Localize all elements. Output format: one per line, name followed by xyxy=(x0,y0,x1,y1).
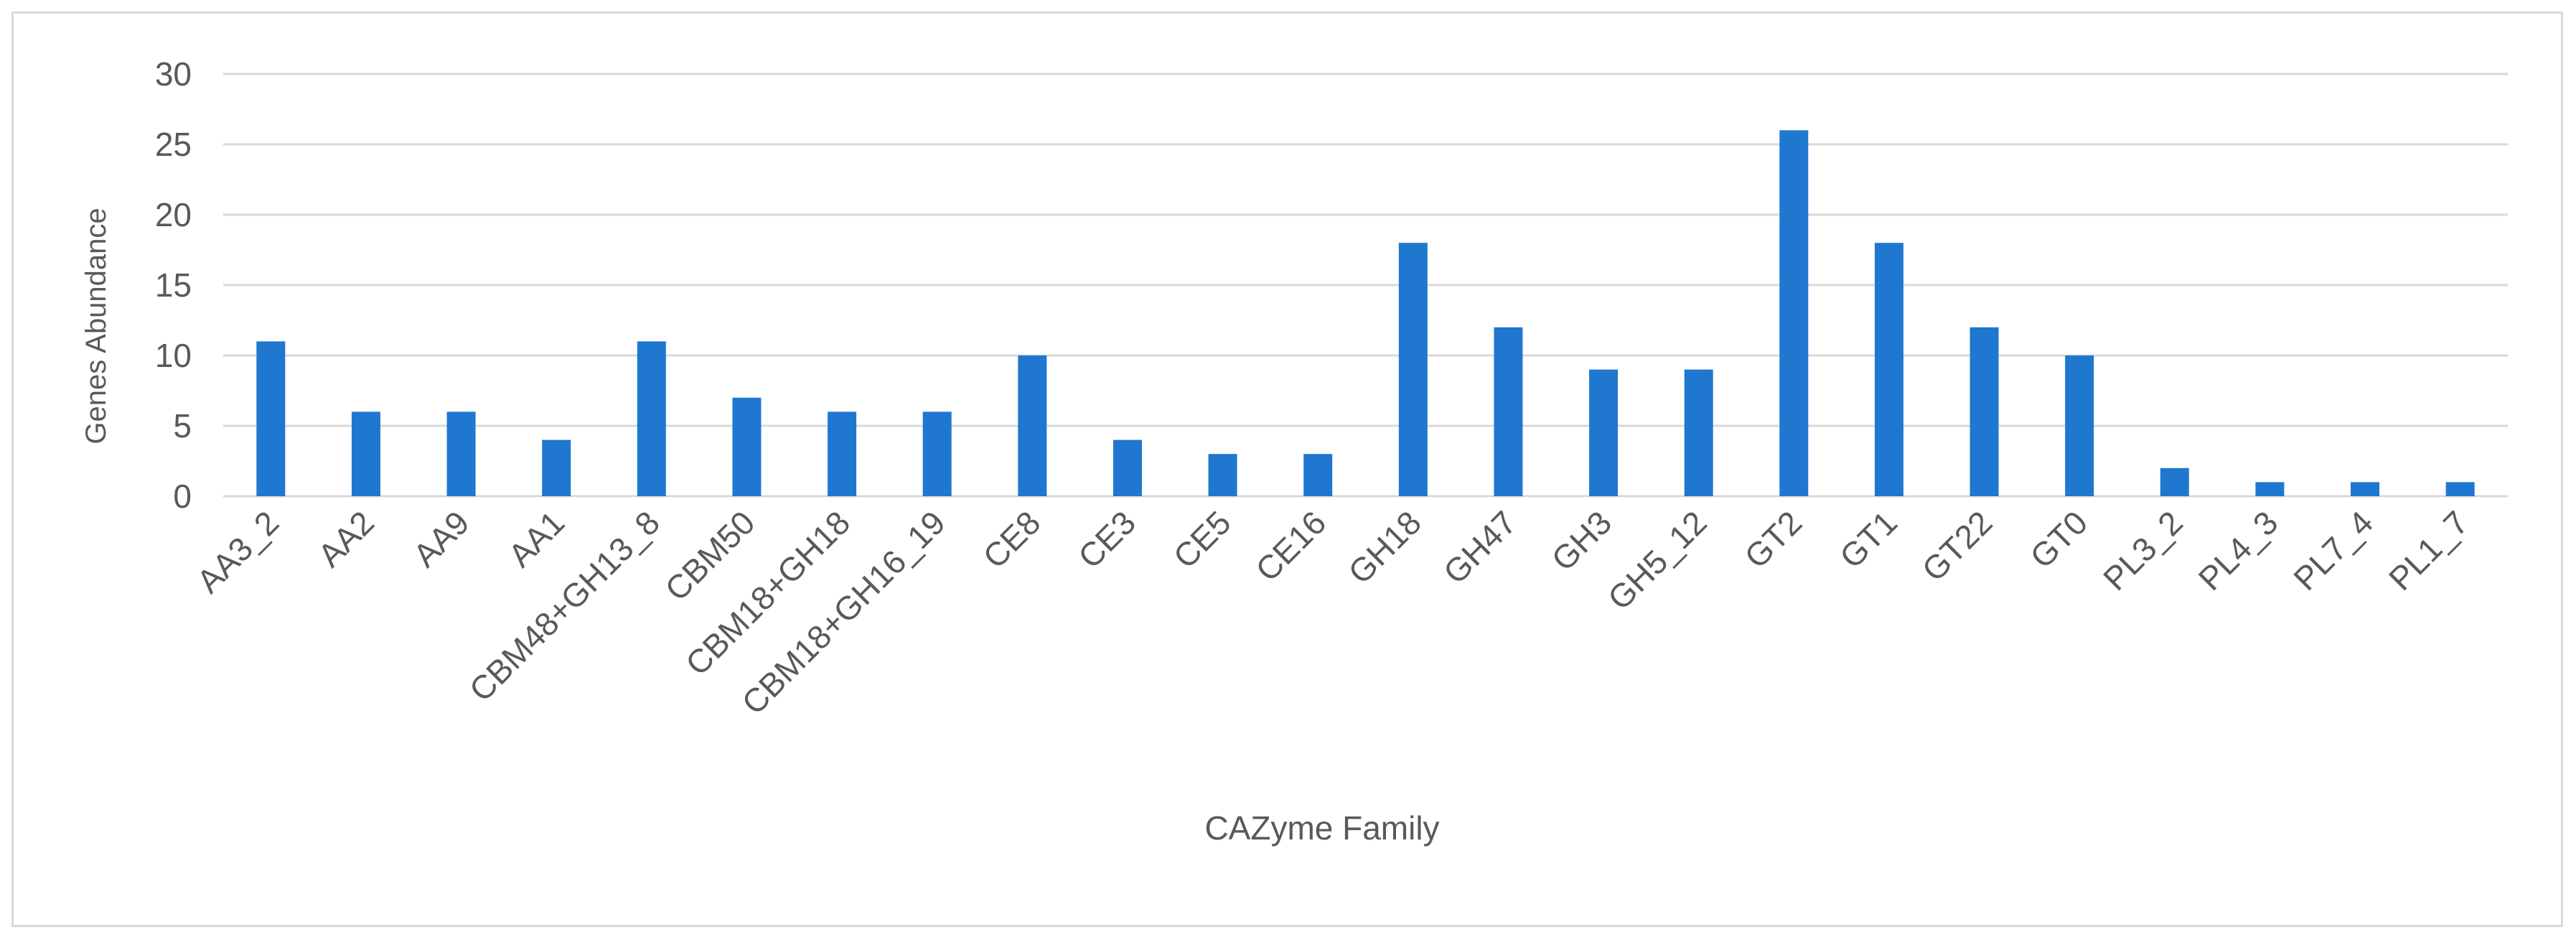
x-axis-title: CAZyme Family xyxy=(1204,809,1439,847)
y-tick-label: 5 xyxy=(173,407,192,445)
bar-gt0 xyxy=(2065,355,2094,496)
category-label: GH47 xyxy=(1436,503,1524,591)
category-label: GH5_12 xyxy=(1601,503,1714,617)
bar-gt2 xyxy=(1779,130,1809,496)
bars xyxy=(256,130,2475,496)
bar-pl7-4 xyxy=(2351,482,2380,496)
bar-ce5 xyxy=(1208,454,1237,496)
category-label: PL1_7 xyxy=(2381,503,2476,597)
category-label: CBM18+GH18 xyxy=(678,503,857,682)
category-label: GT1 xyxy=(1832,503,1904,575)
category-label: CE3 xyxy=(1071,503,1143,575)
bar-cbm48-gh13-8 xyxy=(637,341,666,496)
bar-gt22 xyxy=(1970,327,1999,496)
category-labels: AA3_2 AA2 AA9 AA1CBM48+GH13_8CBM50CBM18+GH1… xyxy=(189,503,2476,721)
bar-ce8 xyxy=(1018,355,1047,496)
bar-pl1-7 xyxy=(2445,482,2475,496)
bar-pl3-2 xyxy=(2160,467,2189,496)
bar-gh5-12 xyxy=(1684,369,1713,496)
bar-aa9 xyxy=(446,411,476,496)
bar-cbm18-gh18 xyxy=(828,411,857,496)
category-label: AA2 xyxy=(311,503,381,574)
category-label: PL7_4 xyxy=(2286,503,2380,597)
chart-frame: 0 5 10 15 20 25 30 AA3_2 AA2 AA9 AA1 CBM48+GH13_8 C… xyxy=(11,11,2563,927)
y-tick-labels: 0 5 10 15 20 25 30 xyxy=(155,55,192,515)
bar-ce3 xyxy=(1113,439,1142,496)
gridlines xyxy=(223,73,2508,498)
bar-gh18 xyxy=(1398,243,1428,496)
bar-cbm50 xyxy=(732,397,762,496)
bar-aa2 xyxy=(351,411,380,496)
category-label: PL4_3 xyxy=(2191,503,2285,597)
bar-aa3-2 xyxy=(256,341,286,496)
y-tick-label: 20 xyxy=(155,196,192,233)
bar-ce16 xyxy=(1303,454,1333,496)
bar-gt1 xyxy=(1874,243,1903,496)
y-tick-label: 10 xyxy=(155,337,192,374)
bar-gh3 xyxy=(1589,369,1619,496)
y-tick-label: 25 xyxy=(155,126,192,163)
category-label: GH18 xyxy=(1341,503,1428,591)
category-label: AA3_2 xyxy=(189,503,286,600)
bar-pl4-3 xyxy=(2255,482,2285,496)
y-axis-title: Genes Abundance xyxy=(80,208,112,444)
category-label: GT0 xyxy=(2023,503,2094,575)
y-tick-label: 15 xyxy=(155,266,192,304)
bar-cbm18-gh16-19 xyxy=(922,411,952,496)
category-label: GH3 xyxy=(1544,503,1619,578)
bar-gh47 xyxy=(1494,327,1523,496)
category-label: AA1 xyxy=(501,503,571,574)
category-label: CE16 xyxy=(1248,503,1333,588)
y-tick-label: 0 xyxy=(173,478,192,515)
category-label: PL3_2 xyxy=(2096,503,2190,597)
category-label: CE5 xyxy=(1166,503,1238,575)
category-label: GT22 xyxy=(1915,503,2000,588)
bar-aa1 xyxy=(542,439,571,496)
y-tick-label: 30 xyxy=(155,55,192,93)
category-label: CE8 xyxy=(975,503,1047,575)
category-label: GT2 xyxy=(1737,503,1809,575)
category-label: AA9 xyxy=(406,503,476,574)
